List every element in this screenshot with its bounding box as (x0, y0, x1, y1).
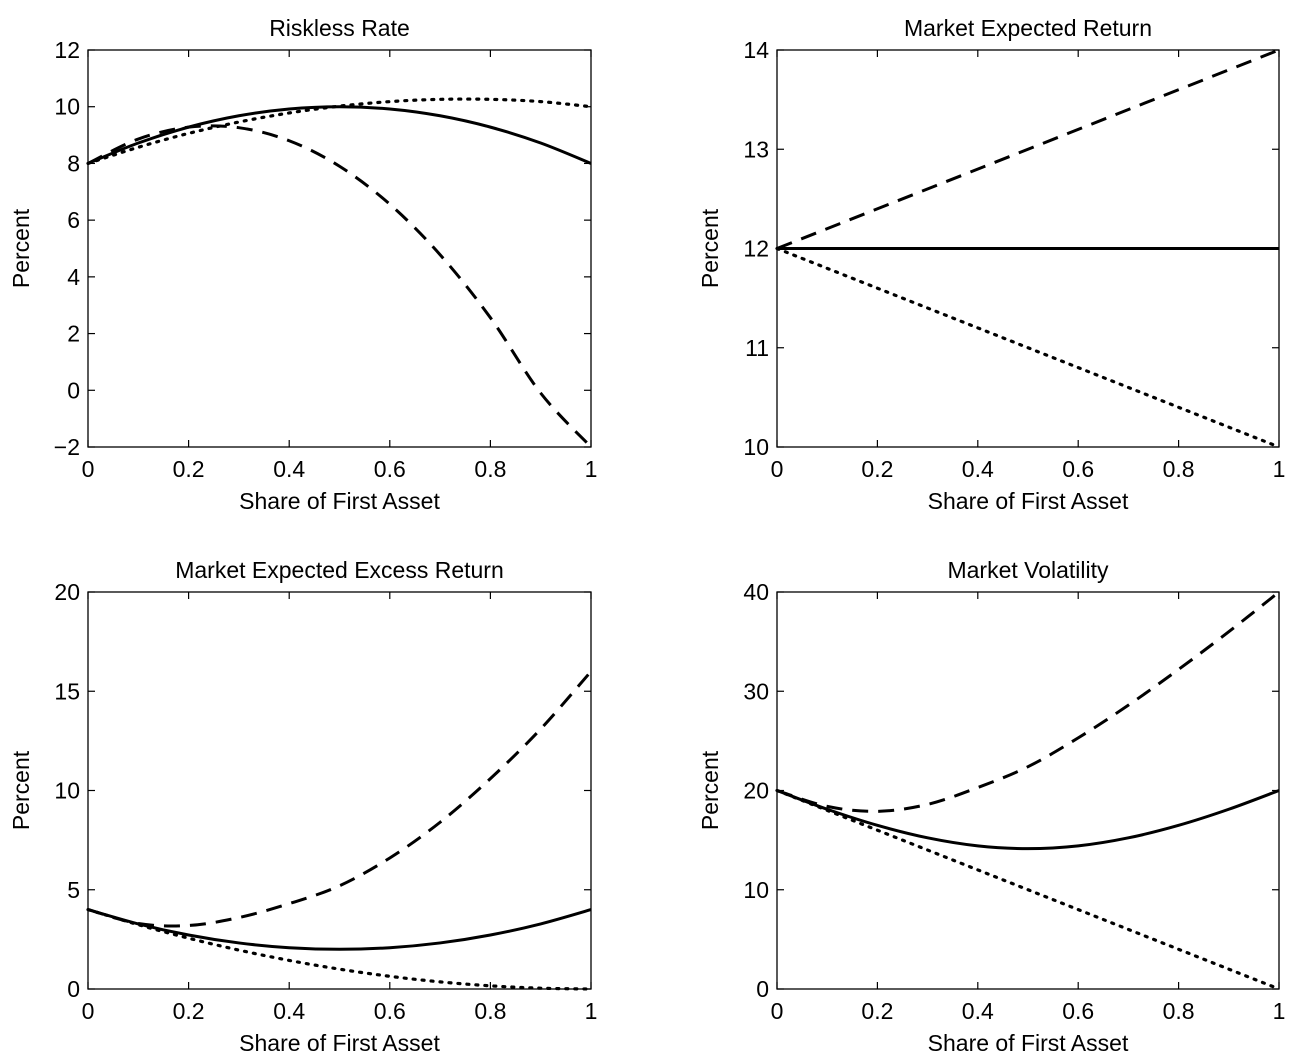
chart-title: Market Expected Excess Return (175, 557, 504, 583)
y-axis-label: Percent (697, 750, 723, 830)
series-line-dashed (87, 670, 593, 928)
series-line-dashed (87, 124, 593, 449)
chart-title: Market Expected Return (904, 15, 1152, 41)
x-axis-label: Share of First Asset (928, 488, 1129, 514)
x-axis-label: Share of First Asset (928, 1030, 1129, 1056)
y-tick-label: 11 (745, 335, 769, 361)
y-tick-label: 6 (67, 207, 80, 233)
y-tick-label: 12 (743, 236, 769, 262)
x-tick-label: 0 (771, 998, 784, 1024)
x-tick-label: 0.8 (474, 998, 506, 1024)
series-line-dotted (86, 97, 593, 166)
y-tick-label: 0 (67, 976, 80, 1002)
series-line-solid (87, 908, 592, 951)
x-tick-label: 0 (82, 456, 95, 482)
y-tick-label: 12 (54, 37, 80, 63)
x-tick-label: 1 (1273, 998, 1286, 1024)
axes-frame (87, 591, 592, 990)
x-tick-label: 0.6 (1062, 456, 1094, 482)
y-tick-label: 40 (743, 579, 769, 605)
y-axis-label: Percent (8, 208, 34, 288)
y-tick-label: 14 (743, 37, 769, 63)
y-tick-label: 8 (67, 150, 80, 176)
x-tick-label: 0.4 (962, 998, 994, 1024)
x-tick-label: 0.4 (962, 456, 994, 482)
y-tick-label: 2 (67, 321, 80, 347)
x-tick-label: 0.4 (273, 456, 305, 482)
axes-frame (776, 591, 1280, 990)
y-tick-label: 20 (743, 778, 769, 804)
series-line-dashed (776, 48, 1280, 250)
x-axis-label: Share of First Asset (239, 1030, 440, 1056)
y-axis-label: Percent (8, 750, 34, 830)
x-tick-label: 0.8 (1163, 998, 1195, 1024)
y-tick-label: −2 (54, 434, 80, 460)
y-tick-label: 20 (54, 579, 80, 605)
x-axis-label: Share of First Asset (239, 488, 440, 514)
chart-title: Market Volatility (947, 557, 1109, 583)
x-tick-label: 0.2 (861, 456, 893, 482)
x-tick-label: 0 (771, 456, 784, 482)
y-tick-label: 30 (743, 678, 769, 704)
y-tick-label: 10 (743, 877, 769, 903)
y-tick-label: 0 (756, 976, 769, 1002)
y-tick-label: 5 (67, 877, 80, 903)
series-line-dotted (775, 246, 1281, 449)
x-tick-label: 0.2 (173, 998, 205, 1024)
x-tick-label: 0.8 (1163, 456, 1195, 482)
x-tick-label: 0.8 (474, 456, 506, 482)
y-tick-label: 0 (67, 377, 80, 403)
series-line-dotted (86, 908, 593, 991)
x-tick-label: 0.6 (1062, 998, 1094, 1024)
y-tick-label: 10 (743, 434, 769, 460)
x-tick-label: 0.4 (273, 998, 305, 1024)
y-tick-label: 4 (67, 264, 80, 290)
market-expected-return-chart: Market Expected Return 0 0.2 0.4 0.6 0.8 1 10 11… (697, 15, 1285, 514)
x-tick-label: 0.6 (374, 456, 406, 482)
series-line-dotted (775, 788, 1281, 991)
y-tick-label: 10 (54, 778, 80, 804)
x-tick-label: 0.2 (861, 998, 893, 1024)
series-line-dashed (776, 590, 1280, 813)
chart-title: Riskless Rate (269, 15, 410, 41)
market-expected-excess-return-chart: Market Expected Excess Return 0 0.2 0.4 0.6 0… (8, 557, 597, 1056)
x-tick-label: 0.6 (374, 998, 406, 1024)
x-tick-label: 1 (585, 456, 598, 482)
x-tick-label: 1 (1273, 456, 1286, 482)
x-tick-label: 1 (585, 998, 598, 1024)
y-tick-label: 10 (54, 94, 80, 120)
x-tick-label: 0 (82, 998, 95, 1024)
axes-frame (87, 49, 592, 448)
y-tick-label: 15 (54, 678, 80, 704)
x-tick-label: 0.2 (173, 456, 205, 482)
series-line-solid (776, 789, 1280, 851)
series-line-solid (87, 105, 592, 165)
y-tick-label: 13 (743, 136, 769, 162)
y-axis-label: Percent (697, 208, 723, 288)
